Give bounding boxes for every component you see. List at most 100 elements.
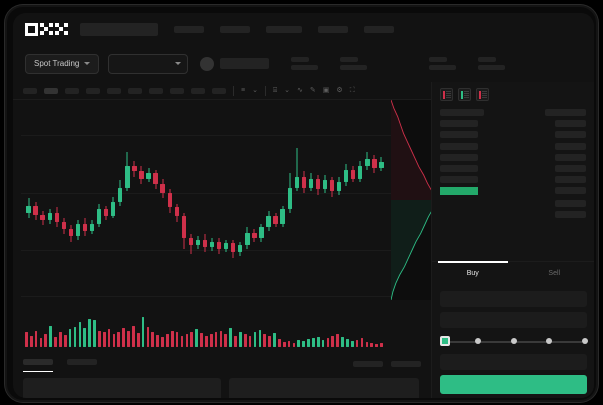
amount-input[interactable] (440, 312, 587, 328)
timeframe-button-1[interactable] (23, 87, 37, 94)
candlestick (343, 100, 349, 300)
candlestick (160, 100, 165, 300)
timeframe-button-7[interactable] (149, 87, 163, 94)
buy-submit-button[interactable] (440, 375, 587, 394)
candlestick-chart[interactable] (13, 100, 431, 300)
timeframe-button-4[interactable] (86, 87, 100, 94)
order-entry-form (432, 285, 594, 398)
candlestick (96, 100, 102, 300)
tab-open-orders[interactable] (23, 359, 53, 372)
candlestick (280, 100, 285, 300)
timeframe-button-10[interactable] (212, 87, 226, 94)
percent-slider[interactable] (440, 336, 588, 348)
order-book-current-price-row (440, 187, 586, 196)
volume-bar (29, 336, 33, 347)
spot-trading-selector[interactable]: Spot Trading (25, 53, 100, 74)
candlestick (139, 100, 144, 300)
volume-bar (161, 337, 164, 347)
camera-snapshot-icon[interactable]: ▣ (322, 87, 330, 94)
tab-sell[interactable]: Sell (514, 262, 595, 285)
orders-panel (13, 353, 431, 398)
ask-price (440, 142, 478, 150)
indicator-label-icon[interactable]: ≡ (241, 87, 246, 94)
header-search-input[interactable] (80, 22, 158, 36)
nav-item-4[interactable] (318, 25, 348, 33)
tab-buy[interactable]: Buy (432, 261, 514, 285)
candlestick (40, 100, 45, 300)
market-stat-4 (478, 57, 506, 70)
bottom-action-2[interactable] (391, 361, 421, 367)
volume-bar (360, 338, 364, 347)
slider-node-50[interactable] (510, 338, 517, 344)
volume-bar (229, 327, 232, 347)
timeframe-button-9[interactable] (191, 87, 205, 94)
orderbook-mode-both-icon[interactable] (440, 88, 453, 101)
order-book-ask-row[interactable] (440, 176, 586, 184)
slider-node-75[interactable] (546, 338, 553, 344)
candlestick (68, 100, 74, 300)
chart-toolbar: ≡ ⌄ ⌸ ⌄ ∿ ✎ ▣ ⚙ ⛶ (13, 82, 431, 100)
nav-item-1[interactable] (174, 25, 204, 33)
volume-bar (248, 336, 252, 347)
volume-bar (175, 332, 179, 347)
volume-bar (297, 340, 301, 347)
candlestick (54, 100, 59, 300)
fullscreen-icon[interactable]: ⛶ (349, 87, 355, 94)
current-price-amount (555, 187, 586, 195)
order-book-bid-row[interactable] (440, 199, 586, 207)
col-amount-header (545, 109, 586, 116)
charttype-label-icon[interactable]: ⌸ (272, 87, 278, 94)
candlestick (351, 100, 356, 300)
slider-node-25[interactable] (474, 338, 481, 344)
settings-gear-icon[interactable]: ⚙ (336, 87, 343, 94)
volume-bar (365, 342, 369, 347)
timeframe-button-2[interactable] (44, 87, 58, 94)
order-book-ask-row[interactable] (440, 131, 586, 139)
okx-logo-icon[interactable] (25, 22, 68, 36)
volume-bar (375, 344, 378, 347)
timeframe-button-5[interactable] (107, 87, 121, 94)
pencil-draw-icon[interactable]: ✎ (309, 87, 316, 94)
volume-bar (166, 334, 169, 347)
candlestick (167, 100, 172, 300)
volume-bar (350, 341, 354, 347)
volume-bar (180, 336, 184, 347)
trading-pair-selector[interactable] (108, 53, 189, 74)
order-book-bid-row[interactable] (440, 210, 586, 218)
buy-depth-area (391, 200, 438, 300)
orderbook-mode-buy-icon[interactable] (458, 88, 471, 101)
volume-bar (170, 330, 174, 347)
timeframe-button-3[interactable] (65, 87, 79, 94)
timeframe-button-8[interactable] (170, 87, 184, 94)
total-input[interactable] (440, 354, 587, 370)
charttype-chevron-icon[interactable]: ⌄ (284, 87, 291, 94)
market-stat-3 (429, 57, 457, 70)
ask-amount (555, 164, 586, 172)
nav-item-5[interactable] (364, 25, 394, 33)
last-price-value (220, 58, 270, 69)
orders-tab-bar (13, 353, 431, 372)
nav-item-2[interactable] (220, 25, 250, 33)
price-input[interactable] (440, 291, 587, 307)
order-book-ask-row[interactable] (440, 153, 586, 161)
bottom-action-1[interactable] (353, 361, 383, 367)
order-book-ask-row[interactable] (440, 142, 586, 150)
volume-bar (243, 334, 247, 347)
order-book-ask-row[interactable] (440, 164, 586, 172)
candlestick (47, 100, 52, 300)
candlestick (273, 100, 278, 300)
line-chart-icon[interactable]: ∿ (297, 87, 303, 94)
slider-handle[interactable] (440, 336, 450, 346)
tab-order-history[interactable] (67, 359, 97, 372)
nav-item-3[interactable] (266, 25, 302, 33)
indicator-chevron-icon[interactable]: ⌄ (252, 87, 258, 94)
order-book-ask-row[interactable] (440, 120, 586, 128)
slider-node-100[interactable] (582, 338, 588, 344)
candlestick (336, 100, 342, 300)
orderbook-mode-sell-icon[interactable] (476, 88, 489, 101)
logo-glyph-o (25, 22, 38, 36)
timeframe-button-6[interactable] (128, 87, 142, 94)
chevron-down-icon (175, 62, 182, 65)
volume-bar (302, 341, 305, 347)
bottom-content-left (23, 378, 221, 398)
